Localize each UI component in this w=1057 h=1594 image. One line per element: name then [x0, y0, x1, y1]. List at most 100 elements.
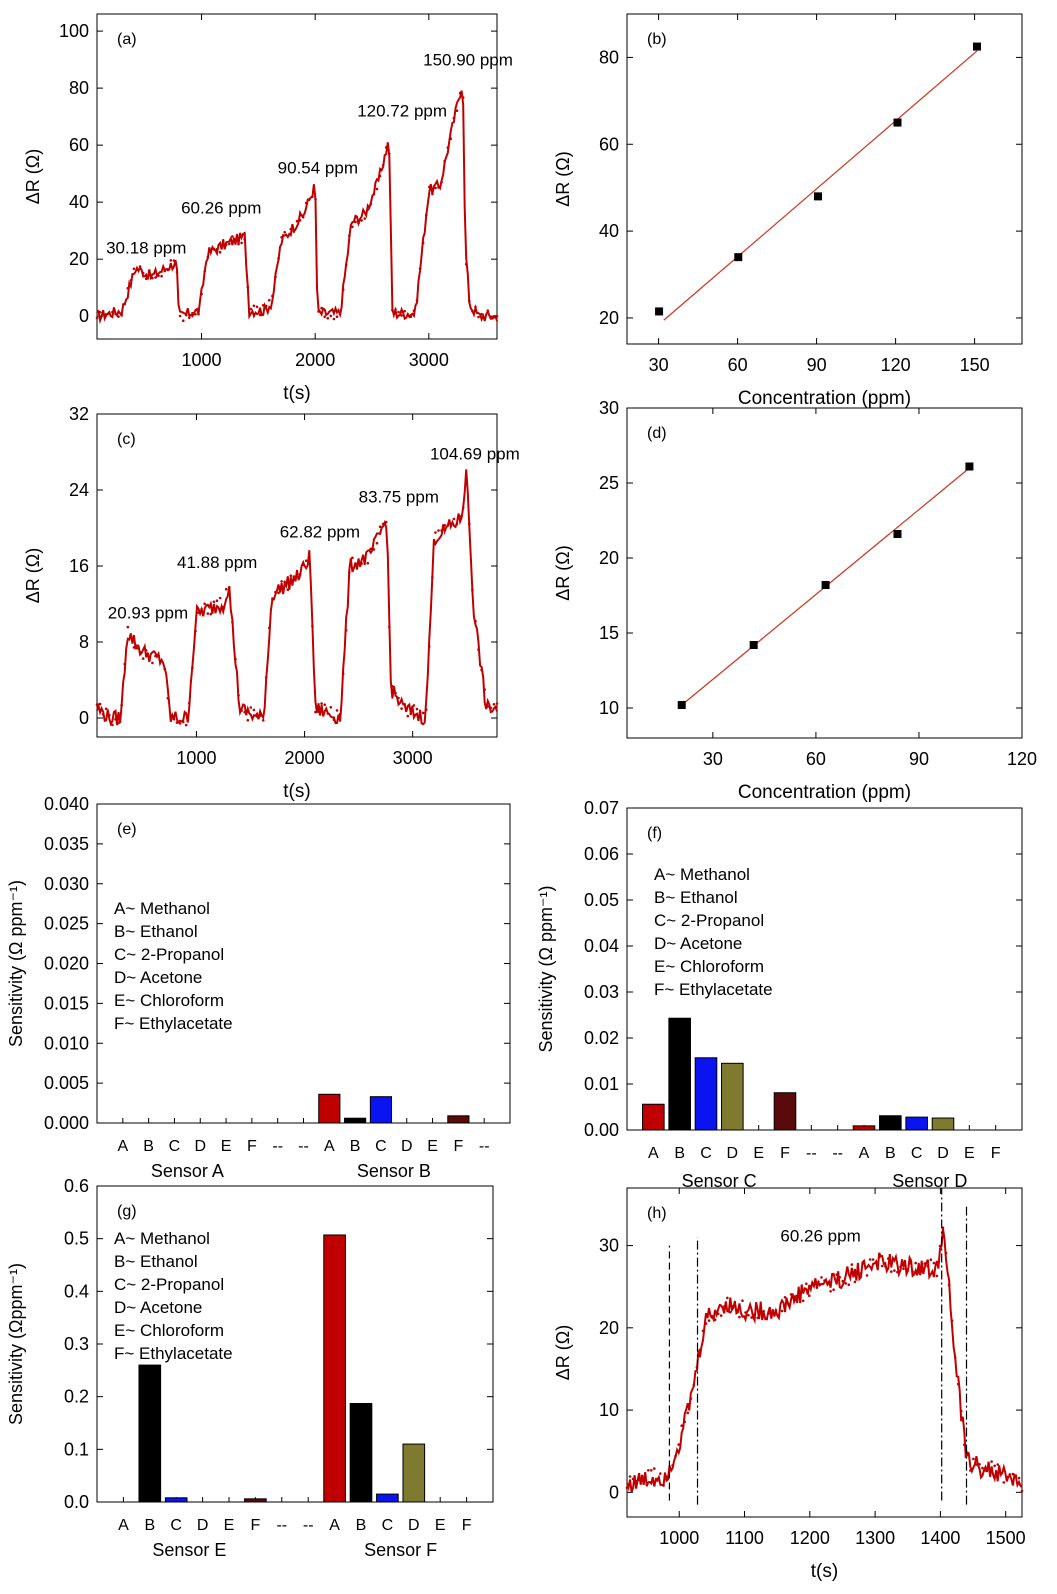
data-point — [455, 109, 459, 112]
bar-A — [323, 1234, 346, 1503]
group-label: Sensor C — [682, 1171, 757, 1191]
data-point — [104, 707, 108, 711]
y-tick-label: 0.07 — [584, 798, 619, 818]
legend-entry: A~ Methanol — [114, 899, 210, 918]
data-point — [314, 198, 317, 201]
legend-entry: E~ Chloroform — [114, 1321, 224, 1340]
data-point — [388, 625, 391, 629]
data-point — [953, 1356, 957, 1359]
bar-D — [931, 1117, 955, 1131]
panel-label: (c) — [117, 431, 136, 448]
data-point — [865, 1274, 869, 1277]
data-point — [332, 718, 336, 721]
y-tick-label: 0.4 — [64, 1281, 89, 1301]
data-point — [351, 556, 354, 560]
data-point — [341, 288, 345, 292]
data-point — [231, 620, 234, 624]
y-tick-label: 30 — [599, 1236, 619, 1256]
data-point — [194, 629, 197, 633]
panel-label: (f) — [647, 825, 662, 842]
data-point — [206, 255, 210, 259]
data-point — [154, 276, 157, 279]
data-point — [218, 250, 222, 254]
y-tick-label: 0 — [609, 1482, 619, 1502]
data-point — [929, 1258, 933, 1261]
data-point — [314, 710, 317, 714]
data-point — [421, 711, 425, 715]
y-tick-label: 80 — [599, 47, 619, 67]
data-point — [969, 1469, 972, 1472]
x-tick-label: 30 — [649, 355, 669, 375]
x-tick-label: 1300 — [855, 1528, 895, 1548]
data-point — [277, 591, 280, 595]
data-point — [823, 1279, 826, 1282]
y-tick-label: 30 — [599, 398, 619, 418]
bar-D — [721, 1062, 744, 1131]
data-point — [874, 1261, 878, 1265]
data-point — [458, 91, 462, 95]
concentration-annotation: 30.18 ppm — [106, 238, 186, 257]
legend-entry: A~ Methanol — [114, 1229, 210, 1248]
panel-label: (d) — [647, 425, 667, 442]
data-point — [911, 1270, 914, 1273]
data-point — [372, 548, 376, 551]
y-tick-label: 100 — [59, 21, 89, 41]
x-tick-label: 1000 — [182, 350, 222, 370]
data-point — [326, 316, 330, 320]
category-label: D — [408, 1517, 420, 1534]
data-point — [722, 1305, 726, 1308]
data-point — [710, 1316, 714, 1319]
data-point — [765, 1317, 769, 1321]
data-point — [461, 96, 465, 99]
data-point — [98, 311, 102, 314]
linear-fit-line — [663, 50, 978, 321]
data-point — [926, 1264, 930, 1268]
data-point — [369, 203, 373, 206]
data-point — [200, 292, 203, 296]
y-tick-label: 0.04 — [584, 936, 619, 956]
data-point — [144, 649, 148, 652]
data-point — [452, 517, 456, 521]
data-point — [449, 137, 453, 140]
panel-label: (e) — [117, 821, 137, 838]
data-point — [902, 1267, 905, 1270]
data-point — [859, 1272, 863, 1275]
data-point — [283, 580, 287, 584]
category-label: F — [780, 1145, 790, 1162]
plot-frame — [626, 807, 1023, 1131]
data-point — [354, 562, 357, 566]
data-point — [656, 1477, 659, 1481]
y-tick-label: 0.035 — [44, 834, 89, 854]
x-tick-label: 120 — [881, 355, 911, 375]
data-point — [304, 559, 308, 562]
data-point — [424, 213, 428, 217]
y-tick-label: 15 — [599, 623, 619, 643]
y-tick-label: 0.000 — [44, 1113, 89, 1133]
data-point — [662, 1484, 665, 1487]
y-tick-label: 0.3 — [64, 1334, 89, 1354]
response-trace — [96, 469, 498, 727]
data-point — [381, 163, 385, 167]
data-point — [218, 596, 222, 600]
data-point — [640, 1474, 644, 1478]
data-point — [104, 313, 108, 316]
category-label: E — [964, 1145, 975, 1162]
concentration-annotation: 41.88 ppm — [177, 553, 257, 572]
data-point — [111, 723, 114, 727]
panel-h: 0 10 20 30 1000 1100 1200 1300 1400 1500 t(s) ΔR (Ω… — [553, 1187, 1026, 1582]
data-point — [209, 249, 213, 253]
data-point — [428, 645, 431, 648]
data-point — [274, 275, 277, 279]
category-label: C — [911, 1145, 923, 1162]
data-point — [908, 1262, 911, 1265]
data-point — [169, 259, 173, 262]
data-point — [295, 572, 299, 575]
data-point — [157, 654, 160, 658]
data-point — [920, 1270, 923, 1273]
data-point — [877, 1255, 881, 1259]
data-point — [492, 316, 496, 319]
data-point — [756, 1316, 759, 1320]
category-label: F — [453, 1138, 463, 1155]
data-point — [750, 1316, 753, 1319]
data-point — [659, 1472, 662, 1475]
